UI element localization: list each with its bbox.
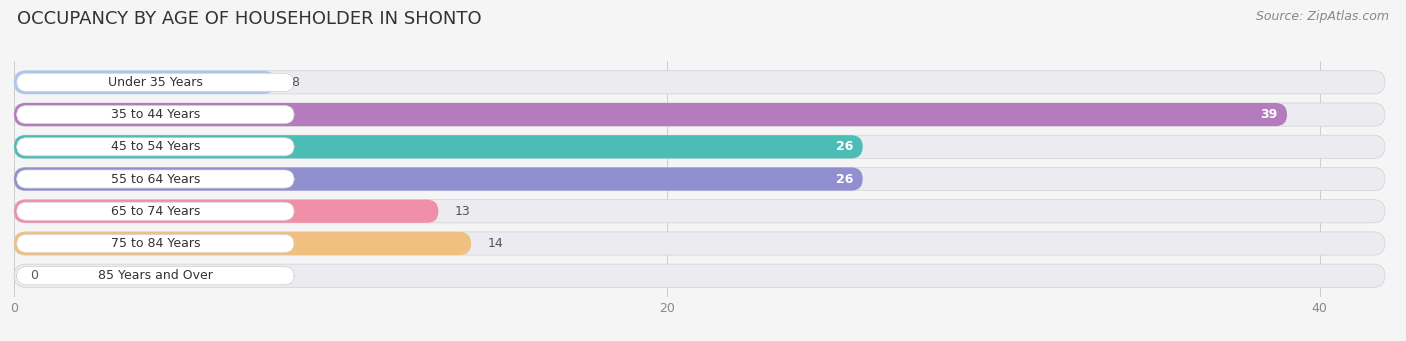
Text: 39: 39 bbox=[1260, 108, 1277, 121]
FancyBboxPatch shape bbox=[17, 202, 294, 220]
FancyBboxPatch shape bbox=[17, 234, 294, 253]
FancyBboxPatch shape bbox=[14, 232, 1385, 255]
FancyBboxPatch shape bbox=[14, 71, 1385, 94]
Text: 8: 8 bbox=[291, 76, 299, 89]
Text: 26: 26 bbox=[835, 173, 853, 186]
Text: Under 35 Years: Under 35 Years bbox=[108, 76, 202, 89]
FancyBboxPatch shape bbox=[14, 135, 1385, 159]
Text: 0: 0 bbox=[31, 269, 38, 282]
Text: 75 to 84 Years: 75 to 84 Years bbox=[111, 237, 200, 250]
Text: 14: 14 bbox=[488, 237, 503, 250]
Text: 55 to 64 Years: 55 to 64 Years bbox=[111, 173, 200, 186]
FancyBboxPatch shape bbox=[17, 138, 294, 156]
FancyBboxPatch shape bbox=[17, 267, 294, 285]
Text: 45 to 54 Years: 45 to 54 Years bbox=[111, 140, 200, 153]
Text: Source: ZipAtlas.com: Source: ZipAtlas.com bbox=[1256, 10, 1389, 23]
Text: 13: 13 bbox=[454, 205, 471, 218]
FancyBboxPatch shape bbox=[14, 167, 863, 191]
FancyBboxPatch shape bbox=[17, 170, 294, 188]
Text: 65 to 74 Years: 65 to 74 Years bbox=[111, 205, 200, 218]
FancyBboxPatch shape bbox=[17, 73, 294, 91]
FancyBboxPatch shape bbox=[14, 103, 1286, 126]
FancyBboxPatch shape bbox=[17, 105, 294, 124]
Text: 26: 26 bbox=[835, 140, 853, 153]
FancyBboxPatch shape bbox=[14, 264, 1385, 287]
FancyBboxPatch shape bbox=[14, 232, 471, 255]
FancyBboxPatch shape bbox=[14, 71, 276, 94]
FancyBboxPatch shape bbox=[14, 199, 1385, 223]
FancyBboxPatch shape bbox=[14, 199, 439, 223]
FancyBboxPatch shape bbox=[14, 103, 1385, 126]
Text: OCCUPANCY BY AGE OF HOUSEHOLDER IN SHONTO: OCCUPANCY BY AGE OF HOUSEHOLDER IN SHONT… bbox=[17, 10, 481, 28]
Text: 35 to 44 Years: 35 to 44 Years bbox=[111, 108, 200, 121]
FancyBboxPatch shape bbox=[14, 135, 863, 159]
Text: 85 Years and Over: 85 Years and Over bbox=[98, 269, 212, 282]
FancyBboxPatch shape bbox=[14, 167, 1385, 191]
